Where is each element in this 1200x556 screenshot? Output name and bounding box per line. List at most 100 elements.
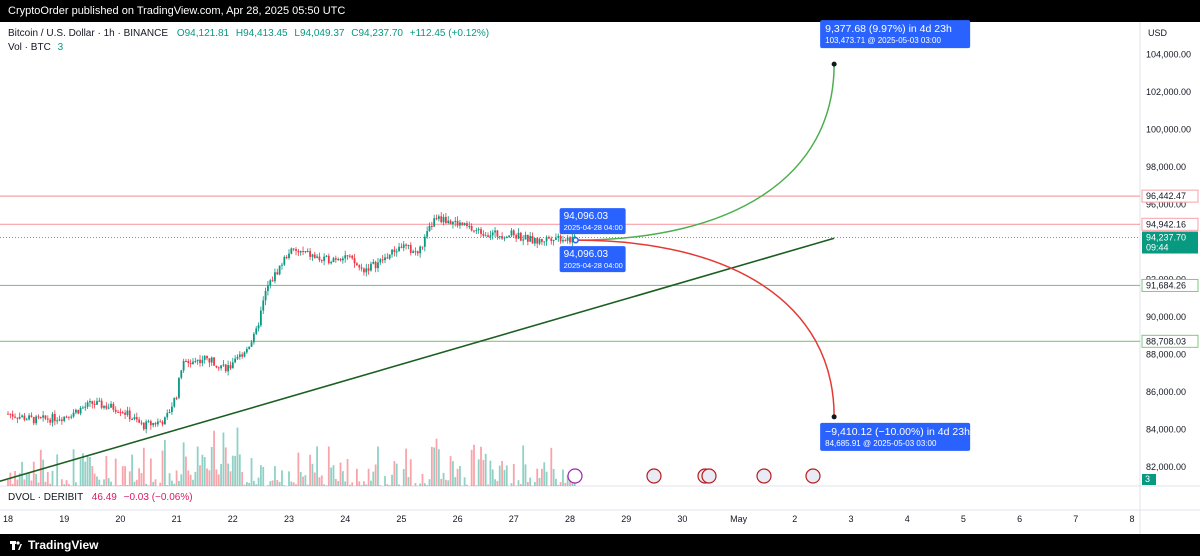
- candle-body: [384, 257, 386, 261]
- volume-bar: [238, 454, 241, 486]
- volume-bar: [194, 471, 197, 486]
- tradingview-footer: TradingView: [0, 534, 1200, 556]
- volume-bar: [65, 480, 68, 486]
- volume-bar: [241, 472, 244, 486]
- volume-bar: [84, 461, 87, 486]
- candle-body: [79, 408, 82, 414]
- candle-body: [250, 342, 253, 347]
- candle-body: [89, 401, 91, 403]
- volume-label: Vol · BTC: [8, 42, 51, 53]
- candle-body: [163, 417, 166, 425]
- candle-body: [119, 411, 122, 413]
- volume-bar: [182, 442, 185, 486]
- volume-bar: [423, 483, 426, 486]
- x-tick-label: 8: [1129, 514, 1134, 524]
- candle-body: [117, 411, 119, 413]
- volume-bar: [512, 463, 515, 486]
- anchor-tag-price: 94,096.03: [564, 211, 609, 222]
- volume-bar: [159, 482, 162, 486]
- candle-body: [196, 359, 199, 362]
- candle-body: [248, 346, 251, 349]
- candle-body: [498, 236, 501, 238]
- candle-body: [222, 364, 225, 366]
- candle-body: [75, 409, 77, 413]
- volume-bar: [86, 455, 89, 486]
- volume-bar: [409, 459, 412, 486]
- volume-bar: [14, 470, 16, 486]
- volume-bar: [82, 453, 84, 486]
- volume-bar: [372, 471, 375, 486]
- candle-body: [149, 421, 152, 426]
- volume-bar: [98, 479, 101, 486]
- candle-body: [538, 238, 541, 244]
- candle-body: [201, 359, 204, 364]
- volume-bar: [351, 482, 354, 486]
- volume-bar: [171, 480, 173, 486]
- volume-scale-badge: [1142, 474, 1156, 485]
- level-price-label: 96,442.47: [1146, 191, 1186, 201]
- candle-body: [168, 412, 171, 414]
- candle-body: [236, 356, 239, 359]
- volume-bar: [309, 454, 311, 486]
- level-price-badge: [1141, 217, 1199, 231]
- candle-body: [112, 403, 115, 410]
- candle-body: [243, 352, 246, 357]
- volume-bar: [313, 472, 316, 486]
- candle-body: [512, 230, 515, 236]
- projection-down-sublabel: 84,685.91 @ 2025-05-03 03:00: [825, 439, 937, 448]
- volume-bar: [72, 449, 75, 486]
- candle-body: [351, 255, 354, 259]
- volume-bar: [105, 456, 108, 486]
- volume-bar: [175, 470, 178, 486]
- volume-bar: [470, 449, 473, 486]
- candle-body: [86, 402, 89, 407]
- volume-bar: [269, 481, 272, 486]
- projection-up-curve: [575, 64, 835, 241]
- volume-bar: [405, 448, 407, 486]
- candle-body: [100, 400, 103, 408]
- candle-body: [42, 415, 45, 418]
- volume-bar: [147, 485, 150, 486]
- candle-body: [536, 238, 539, 244]
- volume-bar: [140, 473, 143, 486]
- volume-bar: [44, 481, 47, 486]
- candle-body: [334, 258, 337, 260]
- candle-body: [140, 422, 143, 424]
- candle-body: [28, 415, 30, 420]
- candle-body: [278, 265, 281, 275]
- level-price-label: 88,708.03: [1146, 336, 1186, 346]
- volume-bar: [484, 453, 487, 486]
- volume-bar: [149, 458, 152, 486]
- candle-body: [313, 254, 316, 258]
- candle-body: [175, 397, 178, 399]
- candle-body: [470, 225, 473, 231]
- volume-bar: [430, 446, 433, 486]
- candle-body: [320, 260, 323, 262]
- candle-body: [192, 361, 194, 365]
- volume-bar: [163, 439, 166, 486]
- candle-body: [508, 235, 511, 238]
- candle-body: [531, 235, 534, 244]
- volume-bar: [96, 476, 98, 486]
- volume-bar: [555, 478, 557, 486]
- x-tick-label: 20: [115, 514, 125, 524]
- volume-bar: [456, 468, 459, 486]
- candle-body: [203, 355, 206, 360]
- candle-body: [360, 267, 363, 269]
- volume-bar: [133, 481, 136, 486]
- candle-body: [468, 225, 471, 227]
- candle-body: [414, 251, 417, 253]
- price-chart[interactable]: USD 82,000.00 84,000.00 86,000.00 88,000.00 9…: [0, 0, 1200, 534]
- volume-bar: [365, 484, 368, 486]
- us-flag-event-icon: [646, 468, 662, 484]
- candle-body: [395, 251, 398, 253]
- candle-body: [60, 419, 63, 421]
- volume-bar: [377, 446, 379, 486]
- candle-body: [7, 413, 9, 415]
- candle-body: [484, 235, 487, 237]
- anchor-tag-price: 94,096.03: [564, 249, 609, 260]
- volume-bar: [222, 432, 225, 486]
- candle-body: [299, 251, 302, 253]
- volume-bar: [295, 484, 297, 486]
- x-tick-label: 24: [340, 514, 350, 524]
